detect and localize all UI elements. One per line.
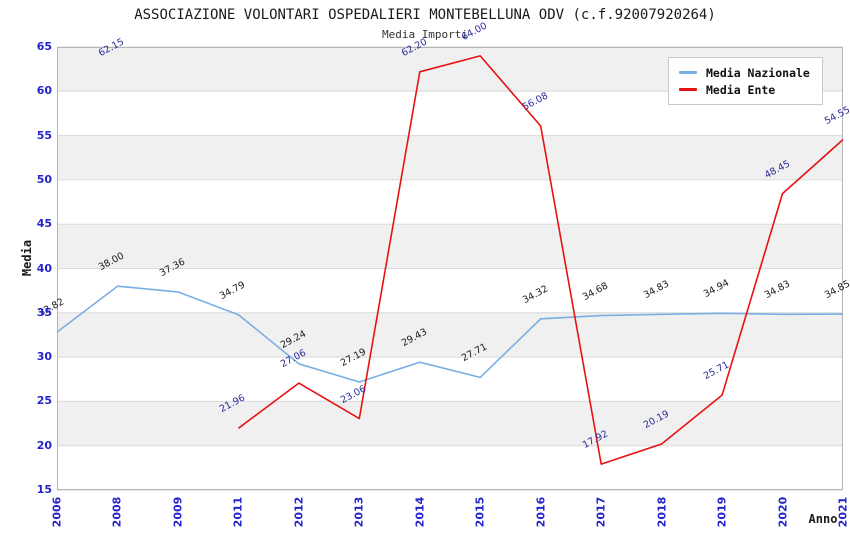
plot-area: 32.82 38.00 37.36 34.79 29.24 27.19 29.43 27.71… <box>37 20 850 491</box>
plot-band <box>57 357 843 402</box>
y-tick-label: 40 <box>36 261 52 275</box>
series-line-ente <box>237 55 844 465</box>
y-tick-label: 20 <box>36 438 52 452</box>
y-tick-label: 25 <box>36 394 52 408</box>
y-tick-label: 30 <box>36 350 52 364</box>
x-tick-label: 2013 <box>352 496 366 528</box>
y-tick-label: 35 <box>36 305 52 319</box>
series-line-nazionale <box>56 285 844 383</box>
x-tick-label: 2009 <box>171 496 185 528</box>
y-tick-label: 45 <box>36 217 52 231</box>
y-tick-label: 60 <box>36 84 52 98</box>
line-chart-svg <box>56 46 844 491</box>
plot-band <box>57 179 843 225</box>
legend-label-media-ente: Media Ente <box>706 82 776 97</box>
plot-band <box>57 445 843 490</box>
legend-label-media-nazionale: Media Nazionale <box>706 65 810 80</box>
x-tick-label: 2008 <box>110 496 124 528</box>
legend-line-blue-icon <box>679 71 697 74</box>
plot-band <box>57 135 843 180</box>
x-tick-label: 2017 <box>594 496 608 528</box>
y-tick-label: 50 <box>36 172 52 186</box>
x-tick-label: 2011 <box>231 496 245 528</box>
x-tick-label: 2018 <box>655 496 669 528</box>
legend: Media Nazionale Media Ente <box>668 57 823 105</box>
x-axis-title: Anno <box>808 512 838 526</box>
x-tick-label: 2016 <box>534 496 548 528</box>
legend-item-media-ente: Media Ente <box>679 81 810 98</box>
legend-line-red-icon <box>679 88 697 91</box>
x-tick-label: 2019 <box>715 496 729 528</box>
y-tick-label: 65 <box>36 40 52 53</box>
x-tick-label: 2020 <box>776 496 790 528</box>
x-tick-label: 2015 <box>473 496 487 528</box>
y-tick-label: 15 <box>36 483 52 496</box>
y-tick-label: 55 <box>36 128 52 142</box>
plot-band <box>57 224 843 269</box>
chart-subtitle: Media Importi <box>381 28 469 41</box>
plot-border <box>57 47 843 490</box>
plot-band <box>57 312 843 358</box>
x-tick-label: 2006 <box>50 496 64 528</box>
x-tick-label: 2014 <box>413 496 427 528</box>
chart-title: ASSOCIAZIONE VOLONTARI OSPEDALIERI MONTE… <box>134 7 716 23</box>
legend-item-media-nazionale: Media Nazionale <box>679 64 810 81</box>
plot-band <box>57 268 843 313</box>
x-tick-label: 2021 <box>836 496 850 528</box>
x-tick-label: 2012 <box>292 496 306 528</box>
plot-band <box>57 401 843 446</box>
